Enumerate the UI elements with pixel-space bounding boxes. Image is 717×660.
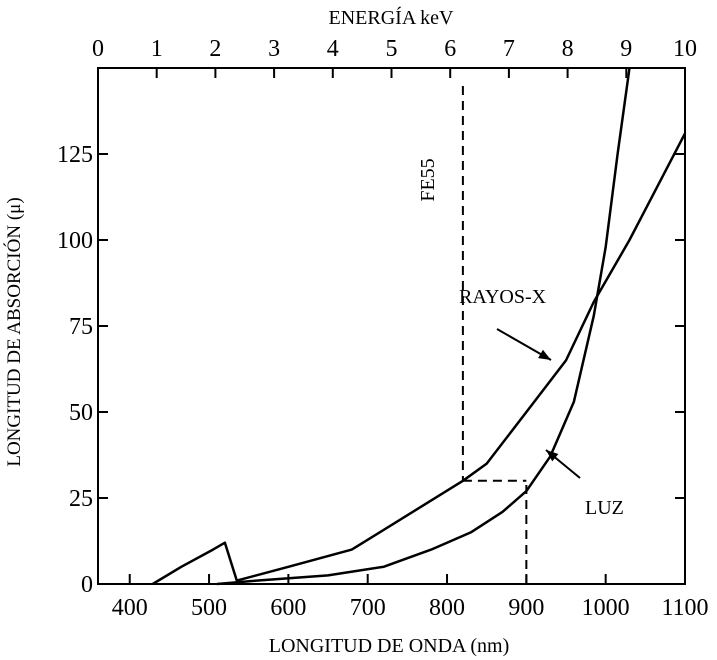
top-tick-label: 8 [562, 36, 574, 62]
x-tick-label: 600 [270, 595, 306, 621]
top-tick-label: 0 [92, 36, 104, 62]
top-tick-label: 7 [503, 36, 515, 62]
x-tick-label: 400 [112, 595, 148, 621]
series-luz-curve [216, 67, 631, 586]
label-group: FE55 RAYOS-X LUZ [417, 158, 624, 519]
top-tick-label: 5 [386, 36, 398, 62]
y-tick-label: 100 [57, 228, 93, 254]
x-tick-label: 1100 [661, 595, 708, 621]
top-tick-label: 1 [151, 36, 163, 62]
y-axis-title: LONGITUD DE ABSORCIÓN (μ) [3, 197, 25, 466]
series-group [152, 67, 687, 586]
rayos-x-label: RAYOS-X [459, 286, 547, 308]
tick-group: 400 500 600 700 800 900 1000 110002550751001250… [57, 36, 709, 621]
luz-arrow-head [546, 450, 559, 462]
top-axis-title: ENERGÍA keV [329, 6, 455, 29]
x-tick-label: 1000 [582, 595, 630, 621]
x-tick-label: 800 [429, 595, 465, 621]
x-tick-label: 700 [350, 595, 386, 621]
x-tick-label: 900 [508, 595, 544, 621]
x-axis-title: LONGITUD DE ONDA (nm) [269, 635, 510, 657]
top-tick-label: 9 [620, 36, 632, 62]
series-rayos-x-curve [152, 132, 687, 586]
top-tick-label: 10 [673, 36, 697, 62]
y-tick-label: 25 [69, 486, 93, 512]
top-tick-label: 6 [444, 36, 456, 62]
top-tick-label: 3 [268, 36, 280, 62]
top-tick-label: 2 [209, 36, 221, 62]
y-tick-label: 50 [69, 400, 93, 426]
rayos-x-arrow-head [538, 349, 551, 360]
y-tick-label: 125 [57, 142, 93, 168]
top-tick-label: 4 [327, 36, 339, 62]
y-tick-label: 0 [81, 572, 93, 598]
fe55-label: FE55 [417, 158, 439, 201]
y-tick-label: 75 [69, 314, 93, 340]
reference-lines [461, 86, 528, 584]
x-tick-label: 500 [191, 595, 227, 621]
luz-label: LUZ [585, 497, 624, 519]
